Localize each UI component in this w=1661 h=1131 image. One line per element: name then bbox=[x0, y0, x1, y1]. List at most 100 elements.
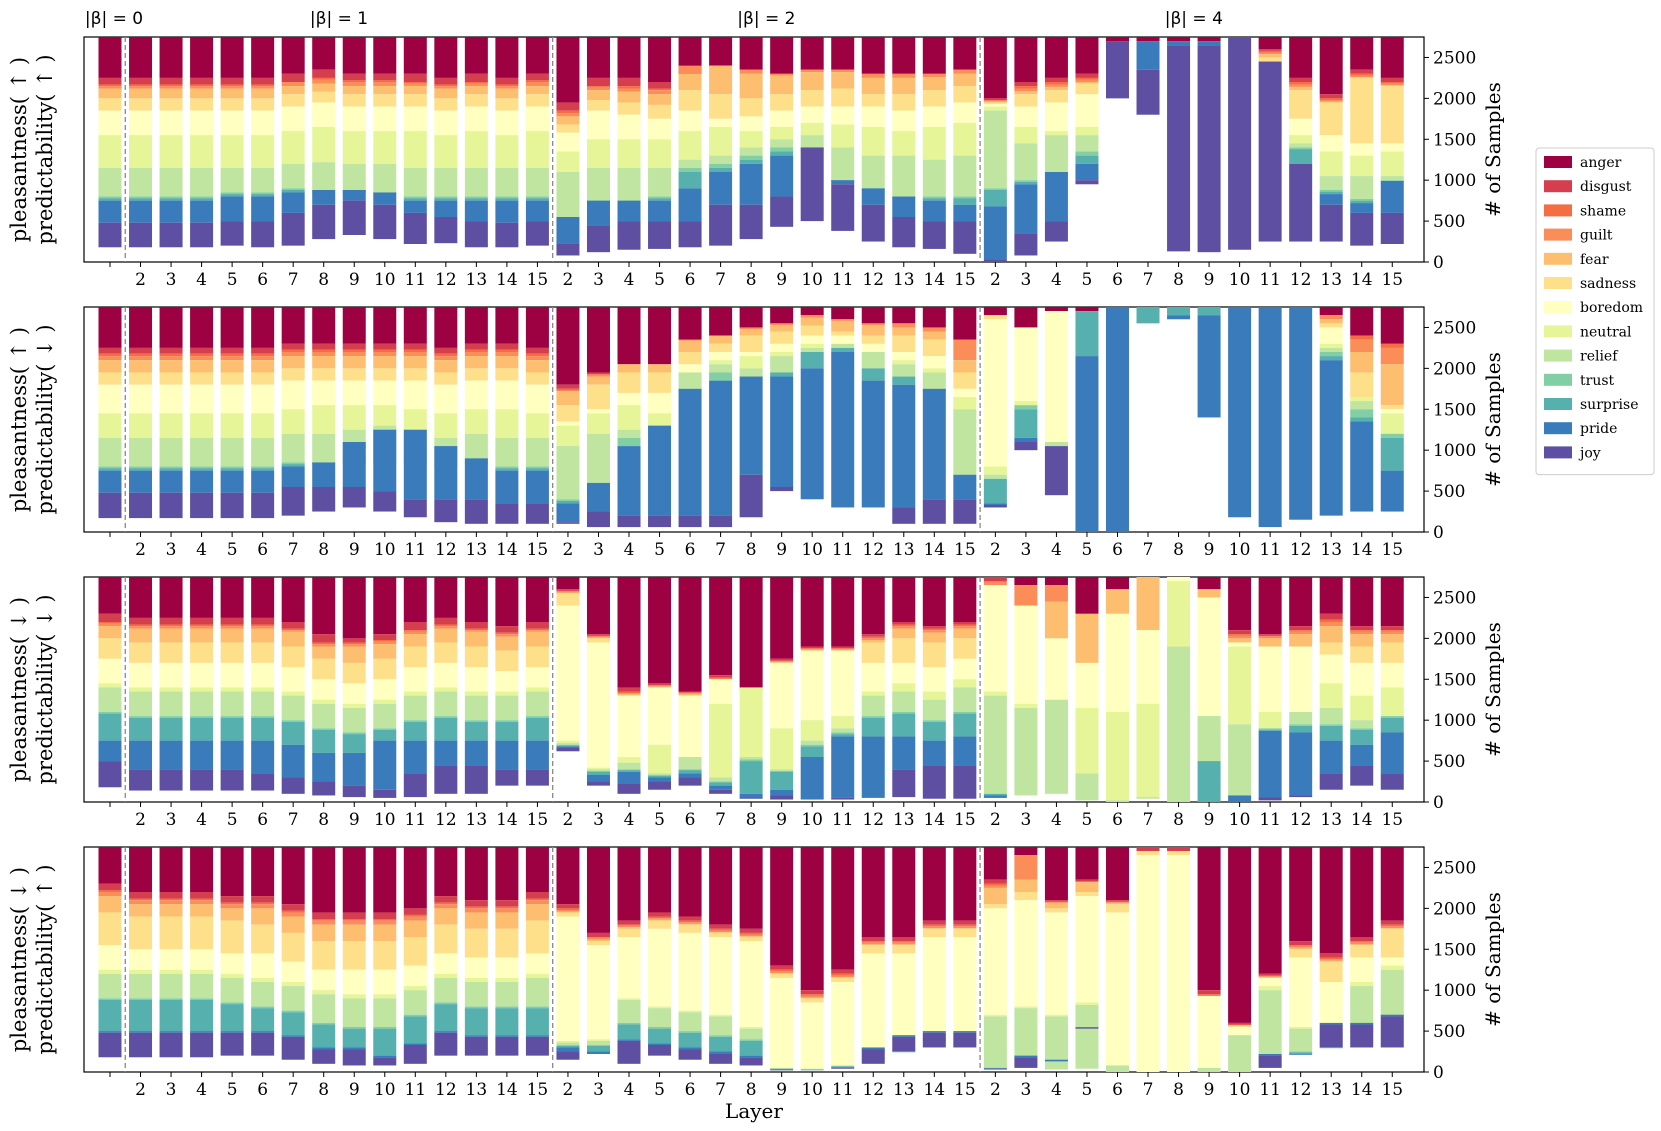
bar-segment-neutral bbox=[495, 135, 519, 168]
x-tick-label: 15 bbox=[1381, 270, 1403, 290]
bar-segment-sadness bbox=[709, 343, 733, 352]
bar-segment-guilt bbox=[953, 926, 977, 928]
bar-segment-anger bbox=[678, 37, 702, 74]
bar-segment-trust bbox=[129, 196, 153, 199]
bar-segment-surprise bbox=[648, 775, 672, 778]
bar-segment-sadness bbox=[861, 335, 885, 344]
bar-segment-guilt bbox=[434, 904, 458, 909]
bar-segment-boredom bbox=[464, 957, 488, 978]
bar-segment-shame bbox=[281, 349, 305, 352]
bar-segment-relief bbox=[251, 167, 275, 193]
legend-swatch-disgust bbox=[1544, 180, 1572, 193]
bar-segment-guilt bbox=[403, 83, 427, 87]
bar-segment-neutral bbox=[129, 687, 153, 692]
bar-segment-boredom bbox=[1044, 311, 1068, 442]
x-tick-label: 2 bbox=[990, 270, 1001, 290]
bar-segment-neutral bbox=[1380, 151, 1404, 177]
bar-segment-relief bbox=[373, 998, 397, 1027]
bar-segment-anger bbox=[129, 37, 153, 78]
bar-segment-guilt bbox=[373, 82, 397, 87]
bar-segment-pride bbox=[1075, 356, 1099, 532]
bar-segment-pride bbox=[312, 462, 336, 487]
bar-segment-sadness bbox=[281, 932, 305, 962]
bar-segment-shame bbox=[1044, 82, 1068, 85]
bar-segment-fear bbox=[312, 924, 336, 942]
bar-segment-joy bbox=[892, 217, 916, 248]
bar-segment-pride bbox=[556, 217, 580, 244]
x-tick-label: 10 bbox=[801, 810, 823, 830]
bar-segment-boredom bbox=[525, 953, 549, 974]
y-tick-label: 1000 bbox=[1433, 981, 1476, 1001]
bar-segment-fear bbox=[98, 896, 122, 913]
bar-segment-trust bbox=[617, 769, 641, 771]
bar-segment-relief bbox=[220, 691, 244, 717]
x-tick-label: 10 bbox=[801, 270, 823, 290]
bar-segment-joy bbox=[98, 492, 122, 519]
bar-segment-joy bbox=[922, 765, 946, 799]
bar-segment-anger bbox=[129, 307, 153, 348]
bar-segment-anger bbox=[648, 37, 672, 82]
bar-segment-fear bbox=[648, 94, 672, 105]
bar-segment-boredom bbox=[129, 949, 153, 970]
bar-segment-boredom bbox=[1289, 957, 1313, 1027]
bar-segment-anger bbox=[709, 307, 733, 336]
bar-segment-neutral bbox=[556, 740, 580, 744]
bar-segment-anger bbox=[1289, 847, 1313, 942]
x-tick-label: 10 bbox=[374, 540, 396, 560]
bar-segment-sadness bbox=[281, 94, 305, 107]
bar-segment-guilt bbox=[922, 630, 946, 633]
bar-segment-sadness bbox=[953, 372, 977, 389]
x-tick-label: 4 bbox=[1051, 1080, 1062, 1100]
bar-segment-relief bbox=[983, 110, 1007, 189]
x-tick-label: 9 bbox=[1204, 810, 1215, 830]
bar-segment-relief bbox=[678, 757, 702, 770]
bar-segment-neutral bbox=[770, 728, 794, 770]
bar-segment-guilt bbox=[251, 626, 275, 629]
bar-segment-shame bbox=[556, 110, 580, 114]
bar-segment-boredom bbox=[1380, 957, 1404, 966]
bar-segment-sadness bbox=[129, 916, 153, 950]
bar-segment-joy bbox=[373, 491, 397, 512]
bar-segment-fear bbox=[1044, 601, 1068, 639]
bar-segment-anger bbox=[1289, 37, 1313, 78]
bar-segment-joy bbox=[464, 1036, 488, 1056]
bar-segment-sadness bbox=[1075, 83, 1099, 95]
bar-segment-surprise bbox=[983, 793, 1007, 796]
bar-segment-surprise bbox=[312, 730, 336, 753]
bar-segment-surprise bbox=[1014, 409, 1038, 438]
bar-segment-boredom bbox=[1105, 912, 1129, 1066]
bar-segment-guilt bbox=[892, 323, 916, 328]
bar-segment-anger bbox=[678, 847, 702, 917]
bar-segment-relief bbox=[648, 773, 672, 775]
bar-segment-relief bbox=[495, 695, 519, 721]
x-tick-label: 15 bbox=[1381, 1080, 1403, 1100]
bar-segment-guilt bbox=[800, 995, 824, 998]
y-tick-label: 1500 bbox=[1433, 670, 1476, 690]
x-tick-label: 7 bbox=[1143, 1080, 1154, 1100]
bar-segment-anger bbox=[586, 37, 610, 78]
bar-segment-trust bbox=[312, 1022, 336, 1025]
bar-segment-joy bbox=[739, 797, 763, 799]
bar-segment-sadness bbox=[922, 339, 946, 357]
bar-segment-fear bbox=[1289, 947, 1313, 950]
bar-segment-boredom bbox=[373, 679, 397, 700]
bar-segment-fear bbox=[831, 977, 855, 978]
bar-segment-anger bbox=[98, 307, 122, 348]
bar-segment-boredom bbox=[281, 380, 305, 410]
bar-segment-boredom bbox=[861, 106, 885, 127]
bar-segment-sadness bbox=[556, 593, 580, 606]
bar-segment-guilt bbox=[220, 626, 244, 629]
bar-segment-disgust bbox=[1228, 1022, 1252, 1025]
bar-segment-neutral bbox=[1289, 1027, 1313, 1029]
bar-segment-neutral bbox=[342, 703, 366, 708]
bar-segment-fear bbox=[251, 88, 275, 99]
bar-segment-neutral bbox=[342, 994, 366, 999]
bar-segment-neutral bbox=[525, 413, 549, 438]
bar-segment-fear bbox=[739, 936, 763, 937]
bar-segment-sadness bbox=[770, 973, 794, 978]
bar-segment-disgust bbox=[525, 73, 549, 81]
bar-segment-shame bbox=[1228, 1024, 1252, 1026]
bar-segment-neutral bbox=[220, 973, 244, 978]
bar-segment-boredom bbox=[678, 932, 702, 1011]
